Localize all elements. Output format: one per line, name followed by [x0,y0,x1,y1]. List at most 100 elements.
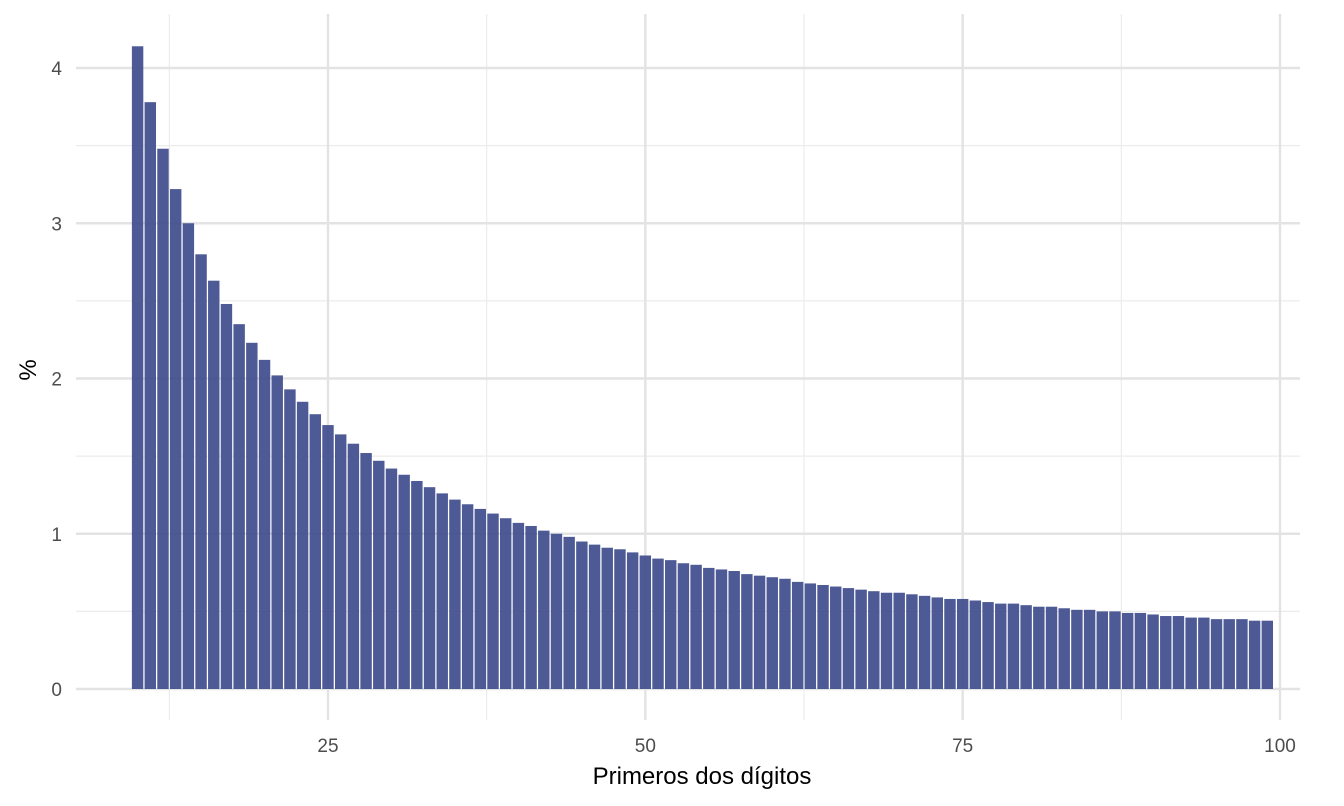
bar [956,598,969,689]
bar [309,414,322,689]
x-axis-ticks: 25 50 75 100 [317,736,1295,757]
bar [182,223,195,689]
bar [893,592,905,689]
bar [1020,605,1032,689]
bar [1261,620,1274,689]
bar [1007,603,1020,689]
bar [131,46,144,689]
bar [855,589,867,689]
bar [512,522,525,689]
bar [1134,612,1147,689]
bar [1160,616,1172,689]
bar [868,591,880,689]
bar [246,342,258,689]
bar [906,594,918,689]
bar [652,558,664,689]
y-axis-title: % [15,359,42,380]
bar [995,603,1007,689]
bar [1045,606,1058,689]
bar [423,487,436,689]
bar [918,595,931,689]
bar [626,552,639,689]
bar [639,555,652,689]
y-tick-label: 0 [51,680,62,701]
bar [411,480,423,689]
x-tick-label: 75 [952,736,973,757]
bar [1058,608,1070,689]
bar [1236,619,1248,689]
bar [766,577,778,689]
y-tick-label: 3 [51,214,62,235]
bar [525,525,537,689]
bar [982,602,994,689]
bar [487,513,499,689]
bar [296,401,309,689]
bar [677,563,690,689]
bar [334,434,347,689]
x-tick-label: 50 [635,736,656,757]
bar [157,148,169,690]
bars [131,46,1274,690]
bar [779,578,791,689]
bar [1147,614,1159,689]
bar [614,549,626,689]
y-tick-label: 4 [51,59,62,80]
bar [233,324,245,689]
bar [791,581,804,689]
bar [969,600,982,689]
bar [271,375,283,689]
bar [220,303,233,689]
bar [931,597,943,689]
bar [499,518,512,689]
bar [144,102,157,689]
bar [1071,609,1083,689]
bar [665,560,677,689]
y-tick-label: 2 [51,370,62,391]
bar [385,468,398,689]
x-tick-label: 25 [317,736,338,757]
bar [474,508,487,689]
bar [1172,616,1185,689]
bar [728,571,740,689]
bar [703,567,715,689]
bar [1223,619,1235,689]
bar [690,564,702,689]
bar [1033,606,1045,689]
bar [588,544,601,689]
bar [830,586,842,689]
y-axis-ticks: 0 1 2 3 4 [51,59,62,701]
y-tick-label: 1 [51,525,62,546]
bar [436,493,448,689]
bar [1096,611,1109,689]
bar [538,530,550,689]
bar [208,280,220,689]
bar [817,584,829,689]
bar [563,536,575,689]
bar [1109,611,1121,689]
bar [804,583,817,689]
bar [449,499,461,689]
bar [1185,617,1197,689]
x-tick-label: 100 [1264,736,1296,757]
bar [601,547,613,689]
bar [169,189,182,689]
bar [753,575,766,689]
bar [461,504,474,689]
bar [576,541,588,689]
bar [741,574,753,689]
bar [715,569,728,689]
bar [398,474,410,689]
bar [284,389,296,689]
bar [1198,617,1210,689]
x-axis-title: Primeros dos dígitos [593,763,812,790]
bar [1121,612,1134,689]
bar [550,533,563,689]
bar [347,443,360,689]
bar [1210,619,1223,689]
bar [1083,609,1096,689]
bar [842,588,855,689]
bar [373,460,385,689]
bar [322,425,334,689]
bar [1248,620,1261,689]
